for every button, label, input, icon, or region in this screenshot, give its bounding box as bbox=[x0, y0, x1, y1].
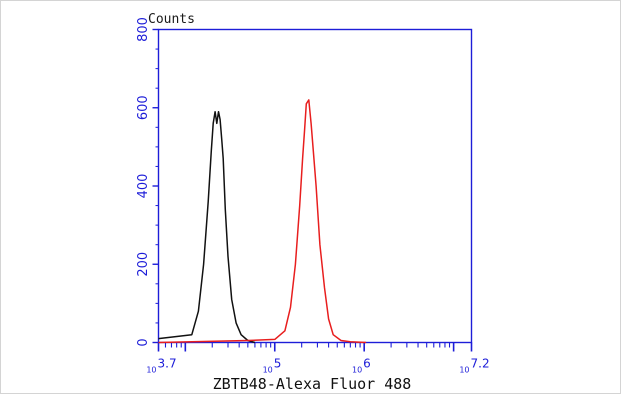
y-axis-label: Counts bbox=[148, 12, 195, 27]
x-tick-label: 10 6 bbox=[352, 357, 371, 375]
control-histogram-line bbox=[158, 110, 256, 344]
x-tick-label-base: 10 bbox=[263, 366, 273, 375]
x-tick-label: 10 5 bbox=[263, 357, 282, 375]
x-tick-label-exponent: 7.2 bbox=[471, 357, 490, 371]
x-tick-label: 10 7.2 bbox=[459, 357, 489, 375]
x-tick-label-base: 10 bbox=[146, 366, 156, 375]
x-tick-label-exponent: 3.7 bbox=[158, 357, 177, 371]
plot-area-border bbox=[157, 28, 473, 344]
sample-histogram-line bbox=[158, 99, 367, 344]
series-layer bbox=[158, 99, 367, 344]
y-tick-label: 0 bbox=[136, 338, 151, 346]
x-tick-label-base: 10 bbox=[352, 366, 362, 375]
x-axis-label: ZBTB48-Alexa Fluor 488 bbox=[213, 375, 412, 393]
x-tick-label-exponent: 5 bbox=[274, 357, 282, 371]
x-axis-ticks: 10 3.7 10 5 10 6 10 7.2 bbox=[146, 342, 490, 375]
y-tick-label: 200 bbox=[136, 252, 151, 277]
y-axis-ticks: 0 200 400 600 800 bbox=[136, 17, 159, 347]
y-tick-label: 400 bbox=[136, 174, 151, 199]
x-tick-label-exponent: 6 bbox=[363, 357, 371, 371]
y-tick-label: 600 bbox=[136, 95, 151, 120]
x-tick-label: 10 3.7 bbox=[146, 357, 176, 375]
y-tick-label: 800 bbox=[136, 17, 151, 42]
x-tick-label-base: 10 bbox=[459, 366, 469, 375]
